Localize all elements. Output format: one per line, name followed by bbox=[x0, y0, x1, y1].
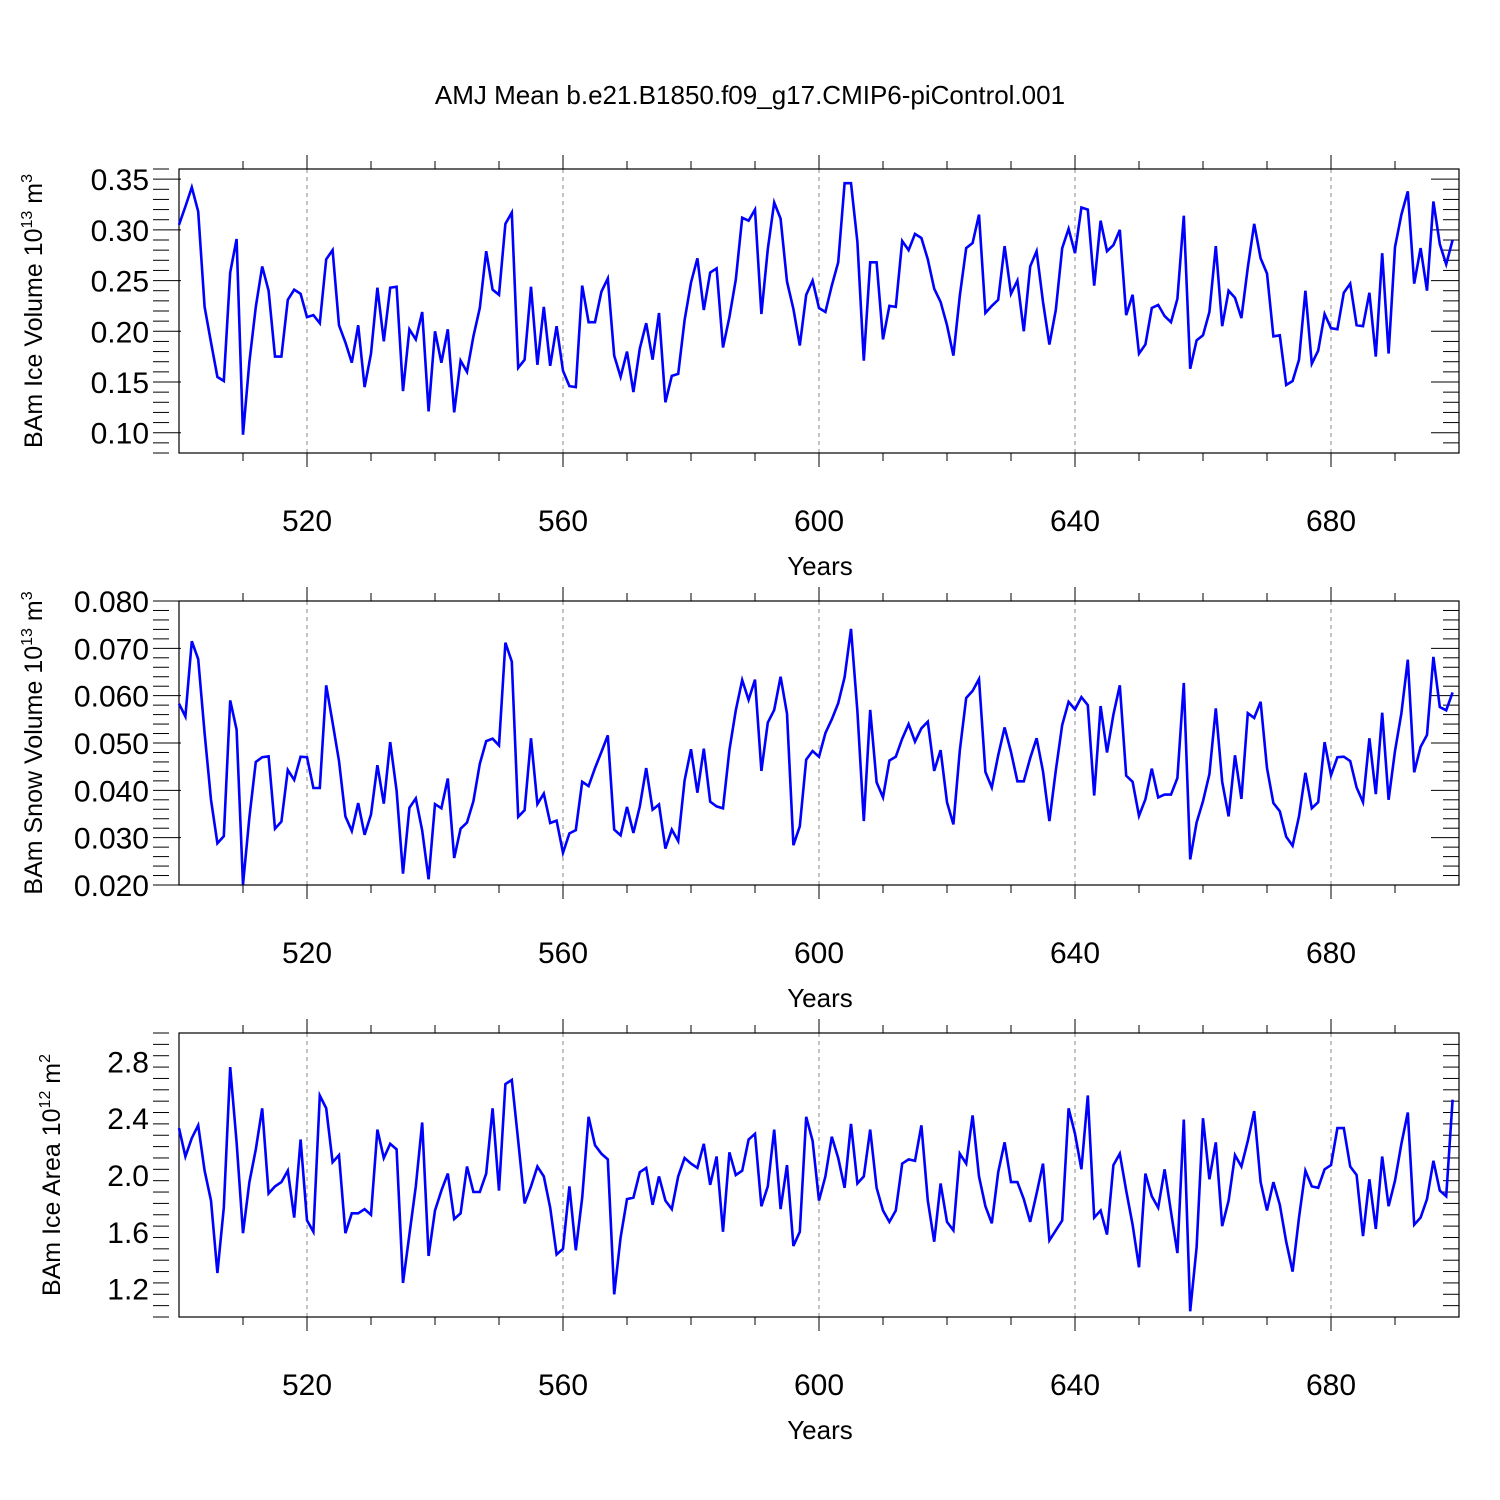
y-tick-label: 0.10 bbox=[91, 418, 149, 451]
x-tick-label: 520 bbox=[282, 1369, 332, 1402]
plot-frame bbox=[178, 168, 1460, 454]
x-axis-label: Years bbox=[787, 551, 853, 581]
x-tick-label: 680 bbox=[1306, 937, 1356, 970]
y-tick-label: 2.8 bbox=[107, 1046, 149, 1079]
x-tick-label: 520 bbox=[282, 505, 332, 538]
figure-title: AMJ Mean b.e21.B1850.f09_g17.CMIP6-piCon… bbox=[434, 80, 1066, 110]
y-tick-label: 0.060 bbox=[74, 681, 149, 714]
y-tick-label: 0.35 bbox=[91, 164, 149, 197]
x-tick-label: 680 bbox=[1306, 1369, 1356, 1402]
x-tick-label: 600 bbox=[794, 1369, 844, 1402]
y-tick-label: 0.040 bbox=[74, 775, 149, 808]
x-tick-label: 520 bbox=[282, 937, 332, 970]
y-tick-label: 1.2 bbox=[107, 1274, 149, 1307]
x-tick-label: 560 bbox=[538, 505, 588, 538]
y-tick-label: 2.0 bbox=[107, 1160, 149, 1193]
panel-snow-volume: 0.020 0.030 0.040 0.050 0.060 0.070 0.080 520 56… bbox=[19, 586, 1460, 1013]
x-axis-label: Years bbox=[787, 1415, 853, 1445]
series-line bbox=[177, 1066, 1454, 1312]
y-tick-label: 0.25 bbox=[91, 266, 149, 299]
y-axis-label: BAm Ice Volume 1013 m3 bbox=[19, 174, 48, 448]
y-axis-label: BAm Ice Area 1012 m2 bbox=[37, 1054, 66, 1296]
y-tick-label: 0.030 bbox=[74, 823, 149, 856]
x-axis-label: Years bbox=[787, 983, 853, 1013]
y-tick-label: 0.15 bbox=[91, 367, 149, 400]
x-tick-label: 640 bbox=[1050, 505, 1100, 538]
y-tick-label: 2.4 bbox=[107, 1103, 149, 1136]
y-tick-label: 0.20 bbox=[91, 316, 149, 349]
y-tick-label: 0.020 bbox=[74, 870, 149, 903]
plot-frame bbox=[178, 1032, 1460, 1318]
x-tick-label: 600 bbox=[794, 505, 844, 538]
y-tick-label: 0.080 bbox=[74, 586, 149, 619]
plot-frame bbox=[178, 600, 1460, 886]
x-tick-label: 560 bbox=[538, 1369, 588, 1402]
y-tick-label: 0.070 bbox=[74, 633, 149, 666]
x-tick-label: 640 bbox=[1050, 1369, 1100, 1402]
y-tick-label: 0.30 bbox=[91, 215, 149, 248]
series-line bbox=[177, 628, 1454, 885]
panel-ice-area: 1.2 1.6 2.0 2.4 2.8 520 560 600 640 680 Years BAm I… bbox=[37, 1019, 1460, 1445]
series-line bbox=[177, 181, 1454, 435]
panel-ice-volume: 0.10 0.15 0.20 0.25 0.30 0.35 520 560 600 640 680 Y… bbox=[19, 155, 1460, 581]
x-tick-label: 600 bbox=[794, 937, 844, 970]
y-tick-label: 1.6 bbox=[107, 1217, 149, 1250]
x-tick-label: 680 bbox=[1306, 505, 1356, 538]
y-tick-label: 0.050 bbox=[74, 728, 149, 761]
x-tick-label: 560 bbox=[538, 937, 588, 970]
x-tick-label: 640 bbox=[1050, 937, 1100, 970]
y-axis-label: BAm Snow Volume 1013 m3 bbox=[19, 591, 48, 894]
